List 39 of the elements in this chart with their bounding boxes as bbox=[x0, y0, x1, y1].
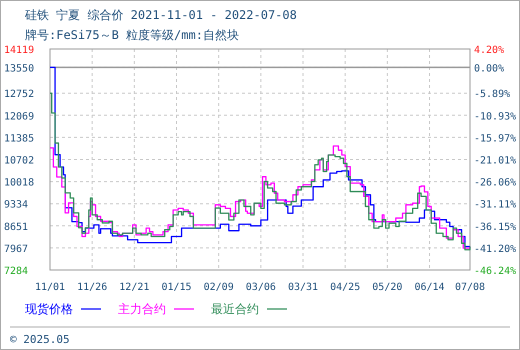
y-tick-label: 14119 bbox=[4, 45, 34, 56]
x-tick-label: 06/14 bbox=[414, 282, 445, 293]
y2-tick-label: -46.24% bbox=[474, 266, 516, 277]
x-tick-label: 04/25 bbox=[330, 282, 360, 293]
x-tick-label: 02/09 bbox=[204, 282, 234, 293]
y2-tick-label: -26.06% bbox=[474, 178, 516, 189]
chart-subtitle: 牌号:FeSi75～B 粒度等级/mm:自然块 bbox=[25, 28, 239, 42]
y-tick-label: 12069 bbox=[4, 111, 34, 122]
y-tick-label: 10018 bbox=[4, 178, 34, 189]
y2-tick-label: -41.20% bbox=[474, 244, 516, 255]
y-tick-label: 7967 bbox=[4, 244, 28, 255]
legend-label: 最近合约 bbox=[211, 302, 259, 316]
x-tick-label: 12/21 bbox=[119, 282, 150, 293]
x-tick-label: 03/31 bbox=[288, 282, 318, 293]
y2-tick-label: -15.97% bbox=[474, 133, 516, 144]
y-tick-label: 13550 bbox=[4, 63, 34, 74]
x-tick-label: 11/26 bbox=[77, 282, 108, 293]
x-tick-label: 03/06 bbox=[246, 282, 276, 293]
y-tick-label: 11385 bbox=[4, 133, 34, 144]
y-tick-label: 8651 bbox=[4, 222, 28, 233]
y-tick-label: 7284 bbox=[4, 266, 28, 277]
y2-tick-label: -5.89% bbox=[474, 89, 510, 100]
x-tick-label: 07/08 bbox=[454, 282, 486, 293]
y-tick-label: 9334 bbox=[4, 200, 28, 211]
chart-title: 硅铁 宁夏 综合价 2021-11-01 - 2022-07-08 bbox=[24, 8, 297, 22]
y2-tick-label: -21.01% bbox=[474, 155, 516, 166]
y2-tick-label: -10.93% bbox=[474, 111, 516, 122]
legend-label: 主力合约 bbox=[118, 302, 166, 316]
x-tick-label: 05/20 bbox=[372, 282, 402, 293]
x-tick-label: 11/01 bbox=[34, 282, 66, 293]
text: © 2025.05 bbox=[10, 333, 70, 346]
y2-tick-label: -36.15% bbox=[474, 222, 516, 233]
y2-tick-label: -31.11% bbox=[474, 200, 516, 211]
legend-label: 现货价格 bbox=[25, 302, 73, 316]
x-tick-label: 01/15 bbox=[161, 282, 192, 293]
y-tick-label: 10702 bbox=[4, 155, 34, 166]
y2-tick-label: 0.00% bbox=[474, 63, 504, 74]
y-tick-label: 12752 bbox=[4, 89, 34, 100]
y2-tick-label: 4.20% bbox=[474, 45, 504, 56]
